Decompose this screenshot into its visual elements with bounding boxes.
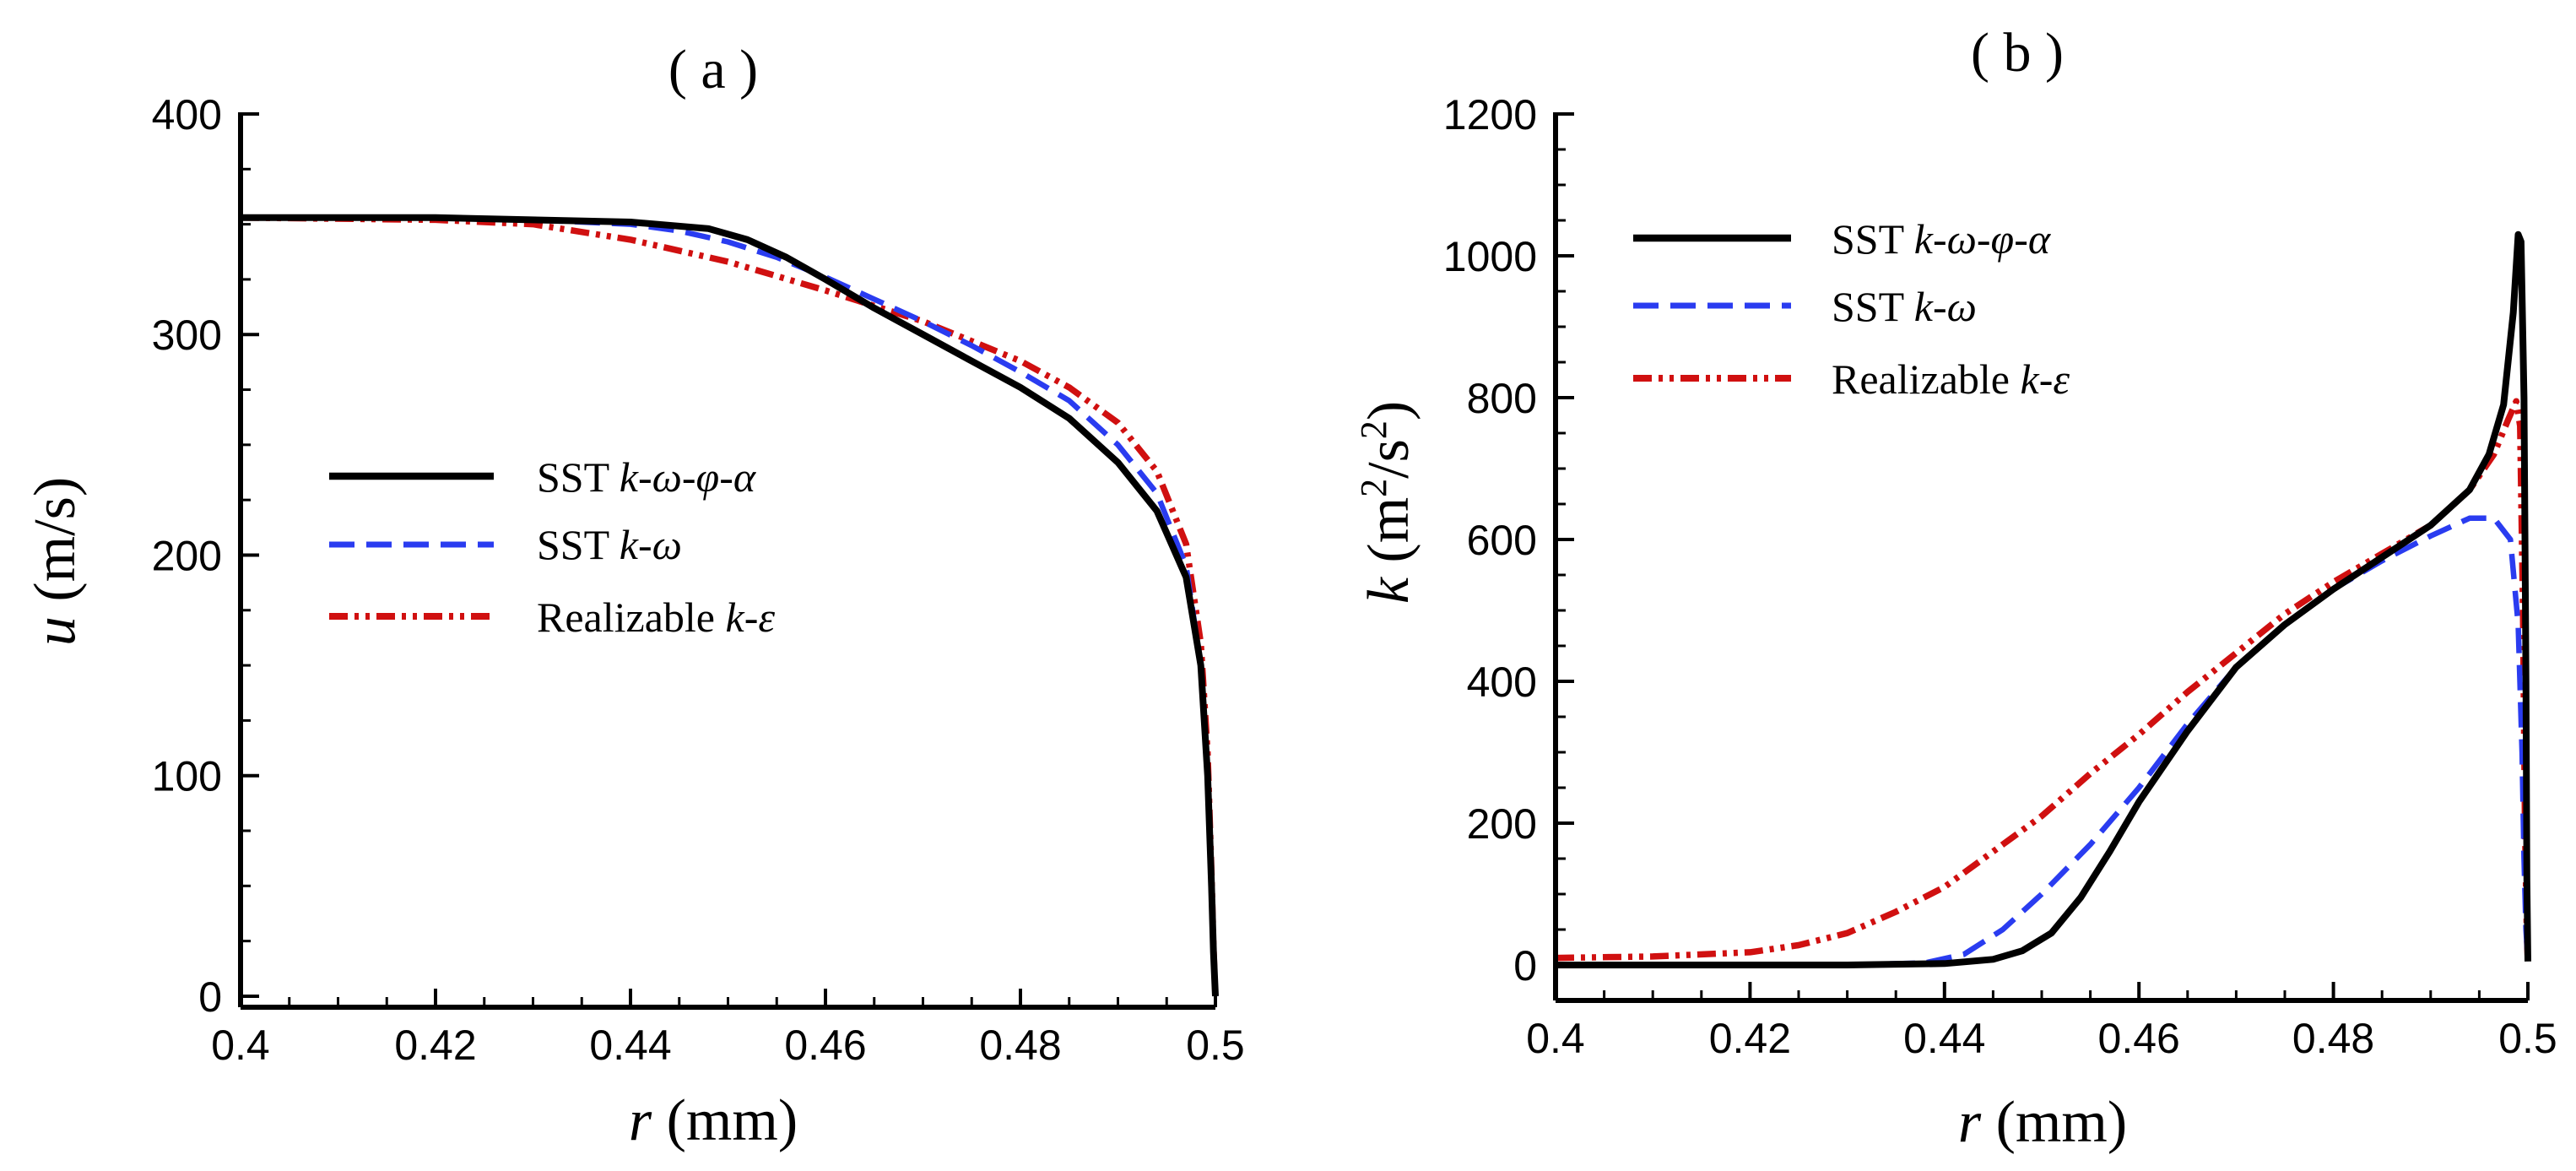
panel-b-legend: SST k-ω-φ-α SST k-ω Realizable k-ε xyxy=(1633,215,2070,403)
x-tick-label: 0.46 xyxy=(2098,1015,2180,1062)
x-tick-label: 0.44 xyxy=(589,1022,671,1069)
series-line-sst-k- xyxy=(241,214,1219,997)
y-tick-label: 800 xyxy=(1467,375,1537,422)
y-tick-label: 300 xyxy=(152,312,222,359)
y-tick-label: 600 xyxy=(1467,517,1537,564)
series-line-sst-k- xyxy=(1556,515,2531,968)
x-tick-label: 0.44 xyxy=(1903,1015,1985,1062)
x-tick-label: 0.4 xyxy=(211,1022,270,1069)
legend-label-sst-k-omega-phi-alpha: SST k-ω-φ-α xyxy=(537,453,757,501)
series-line-realizable-k- xyxy=(240,214,1219,997)
x-tick-label: 0.5 xyxy=(2498,1015,2557,1062)
y-tick-label: 200 xyxy=(1467,800,1537,848)
panel-b-title: ( b ) xyxy=(1971,22,2064,84)
legend-label-sst-k-omega-phi-alpha: SST k-ω-φ-α xyxy=(1832,215,2052,263)
legend-label-realizable-k-epsilon: Realizable k-ε xyxy=(1832,355,2070,403)
series-line-sst-k- xyxy=(1556,230,2531,968)
panel-b: ( b ) 0.4 0.42 0.44 0.46 0.48 0.5 0 200 400 600 80… xyxy=(1353,22,2557,1155)
x-tick-label: 0.42 xyxy=(1709,1015,1791,1062)
x-tick-label: 0.46 xyxy=(784,1022,866,1069)
legend-label-sst-k-omega: SST k-ω xyxy=(1832,283,1977,330)
x-tick-label: 0.5 xyxy=(1186,1022,1245,1069)
y-tick-label: 1200 xyxy=(1443,91,1537,138)
x-tick-label: 0.48 xyxy=(2292,1015,2374,1062)
panel-b-ylabel: k (m2/s2) xyxy=(1353,401,1421,604)
y-tick-label: 1000 xyxy=(1443,233,1537,280)
panel-a-legend: SST k-ω-φ-α SST k-ω Realizable k-ε xyxy=(329,453,775,641)
panel-b-xlabel: r (mm) xyxy=(1958,1090,2127,1155)
y-tick-label: 0 xyxy=(198,973,222,1021)
y-tick-label: 400 xyxy=(1467,659,1537,706)
y-tick-label: 200 xyxy=(152,532,222,579)
x-tick-label: 0.48 xyxy=(979,1022,1061,1069)
y-tick-label: 400 xyxy=(152,91,222,138)
legend-label-sst-k-omega: SST k-ω xyxy=(537,521,682,568)
panel-a-ylabel: u (m/s) xyxy=(23,477,88,646)
series-line-realizable-k- xyxy=(1555,398,2531,962)
panel-a-xlabel: r (mm) xyxy=(629,1088,798,1153)
x-tick-label: 0.42 xyxy=(394,1022,476,1069)
y-tick-label: 0 xyxy=(1513,942,1537,989)
y-tick-label: 100 xyxy=(152,753,222,800)
legend-label-realizable-k-epsilon: Realizable k-ε xyxy=(537,594,775,641)
panel-a-title: ( a ) xyxy=(668,39,758,100)
panel-b-series-group xyxy=(1555,230,2531,968)
panel-a: ( a ) 0.4 0.42 0.44 0.46 0.48 0.5 0 100 200 300 40… xyxy=(23,39,1245,1153)
panel-a-series-group xyxy=(240,214,1219,997)
x-tick-label: 0.4 xyxy=(1526,1015,1585,1062)
